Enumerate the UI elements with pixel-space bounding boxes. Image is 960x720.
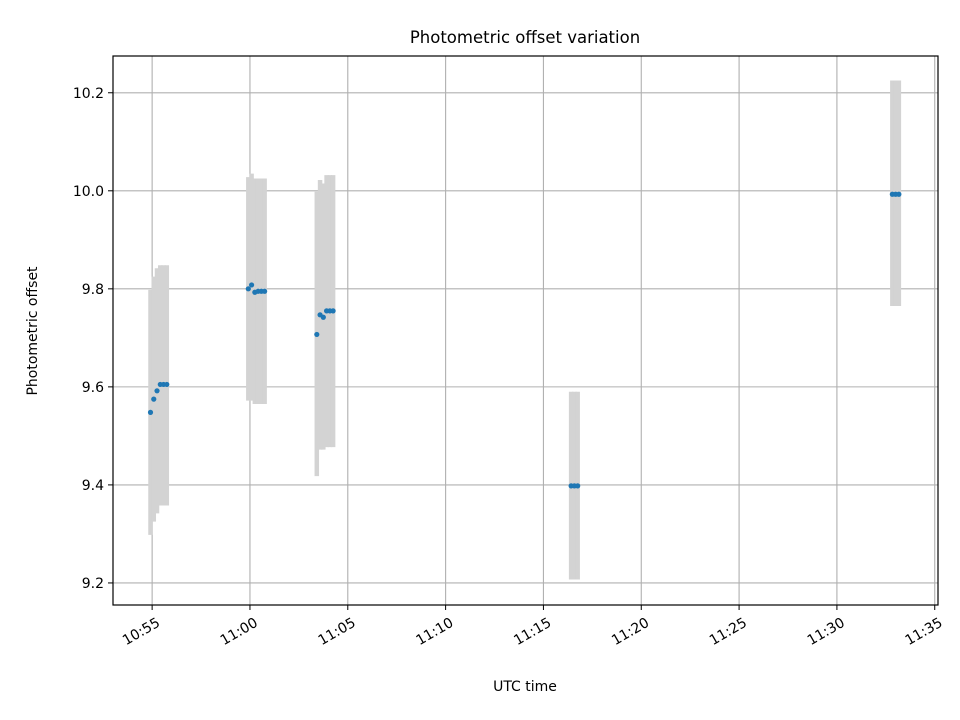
data-point xyxy=(147,409,154,415)
y-axis-ticks: 9.2 9.4 9.6 9.8 10.0 10.2 xyxy=(73,86,113,592)
data-point xyxy=(314,331,320,338)
y-tick-label: 10.2 xyxy=(73,86,104,102)
data-point xyxy=(896,191,902,197)
x-tick-label: 11:15 xyxy=(511,615,554,649)
data-point xyxy=(330,308,336,314)
data-points xyxy=(147,191,902,489)
y-tick-label: 9.2 xyxy=(82,576,104,592)
data-point xyxy=(320,314,326,320)
x-tick-label: 11:35 xyxy=(903,615,946,649)
x-tick-label: 10:55 xyxy=(120,615,163,649)
x-tick-label: 11:20 xyxy=(609,615,652,649)
x-tick-label: 11:25 xyxy=(707,615,750,649)
y-tick-label: 9.8 xyxy=(82,282,104,298)
y-axis-label: Photometric offset xyxy=(25,266,41,396)
x-tick-label: 11:10 xyxy=(413,615,456,649)
plot-frame xyxy=(112,55,939,606)
x-axis-ticks: 10:55 11:00 11:05 11:10 11:15 11:20 11:25 11:30… xyxy=(120,605,946,649)
data-point xyxy=(245,286,251,292)
grid xyxy=(113,56,938,605)
y-tick-label: 10.0 xyxy=(73,184,104,200)
x-tick-label: 11:30 xyxy=(805,615,848,649)
error-bars xyxy=(148,80,902,580)
data-point xyxy=(154,388,160,394)
data-point xyxy=(164,381,170,388)
x-axis-label: UTC time xyxy=(493,679,557,695)
data-point xyxy=(248,282,255,288)
data-point xyxy=(262,288,268,294)
chart-title: Photometric offset variation xyxy=(410,28,640,47)
x-tick-label: 11:00 xyxy=(218,615,261,649)
y-tick-label: 9.6 xyxy=(82,380,104,396)
data-point xyxy=(575,483,581,489)
x-tick-label: 11:05 xyxy=(316,615,359,649)
data-point xyxy=(151,396,157,402)
y-tick-label: 9.4 xyxy=(82,478,104,494)
